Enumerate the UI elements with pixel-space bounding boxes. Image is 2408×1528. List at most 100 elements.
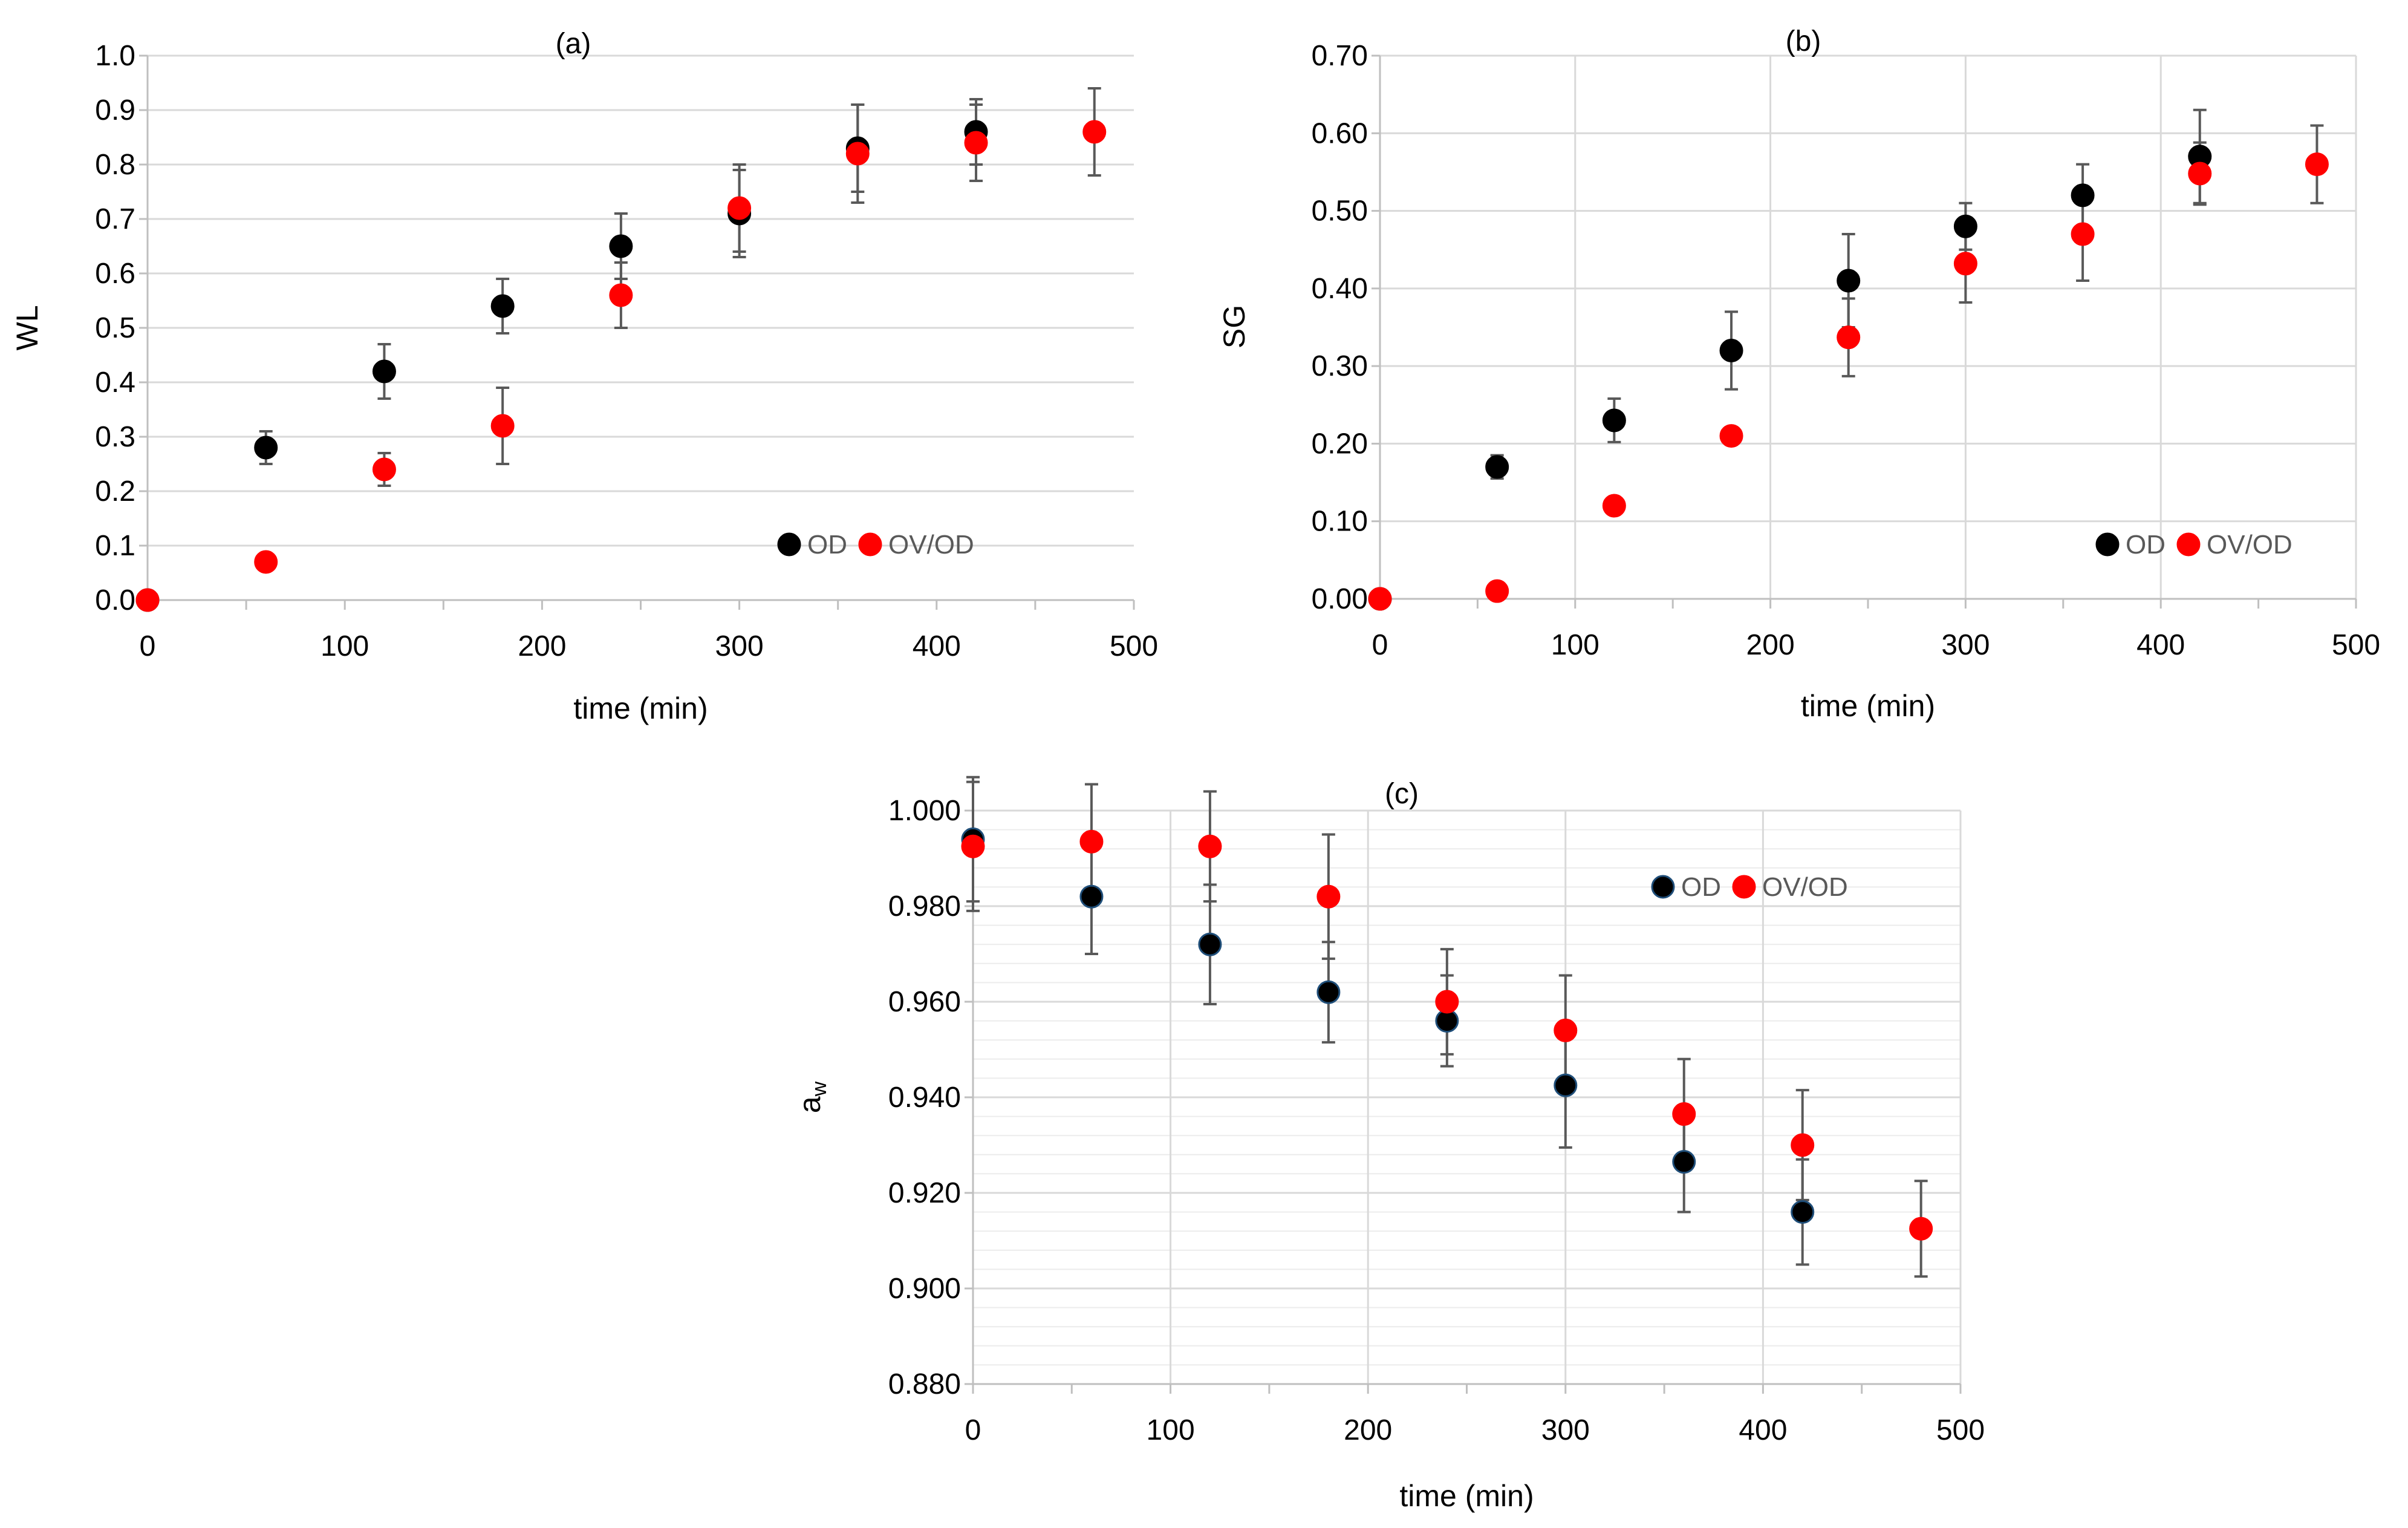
y-tick-label: 0.960 [888,986,961,1018]
y-tick-label: 0.900 [888,1273,961,1305]
data-point [372,359,396,384]
y-axis-title: SG [1217,305,1251,348]
legend-marker [858,532,882,557]
y-tick-label: 0.00 [1312,583,1368,615]
data-point [609,234,633,258]
x-axis-title: time (min) [573,691,708,725]
panel-title: (a) [556,28,591,60]
series-ov-od [377,87,1101,487]
y-tick-label: 0.980 [888,890,961,922]
panel-a-wl-chart: 0.0 0.1 0.2 0.3 0.4 0.5 0.6 0.7 0.8 0.9 1.0 0 100 200… [10,28,1158,725]
x-tick-label: 100 [1147,1414,1195,1446]
y-axis-title: aw [793,1081,831,1113]
data-point [2071,222,2095,246]
markers-ov-od [961,829,1933,1241]
data-point [1672,1150,1696,1174]
y-tick-label: 0.2 [95,475,135,508]
data-point [490,414,515,438]
data-point [1953,214,1977,238]
data-point [1909,1216,1933,1241]
x-tick-label: 200 [1746,629,1795,661]
legend-marker [2176,532,2201,557]
y-tick-label: 0.1 [95,530,135,562]
data-point [1485,579,1509,603]
data-point [1198,932,1222,956]
y-tick-label: 0.8 [95,149,135,181]
x-axis-title: time (min) [1801,689,1935,723]
markers-od [1368,145,2212,611]
y-axis-title: WL [10,305,44,351]
panel-b-sg-chart: 0.00 0.10 0.20 0.30 0.40 0.50 0.60 0.70 0 100 200 3… [1217,25,2380,723]
data-point [1316,980,1341,1004]
data-point [1953,252,1977,276]
data-point [1554,1018,1578,1042]
x-tick-label: 400 [1739,1414,1787,1446]
data-point [2188,162,2212,186]
data-point [964,131,988,155]
data-point [1554,1073,1578,1097]
data-point [1198,834,1222,858]
data-point [1837,269,1861,293]
data-point [1719,338,1743,362]
data-point [1602,408,1626,433]
panel-title: (c) [1385,778,1419,810]
x-tick-label: 100 [1551,629,1599,661]
y-axis-title-main: a [793,1096,827,1113]
legend: OD OV/OD [2095,530,2292,560]
data-point [2305,152,2329,177]
legend-label: OD [807,530,847,560]
y-tick-label: 0.30 [1312,350,1368,382]
data-point [1079,884,1104,909]
data-point [1672,1102,1696,1126]
series-od [1490,108,2207,480]
data-point [1791,1200,1815,1224]
y-tick-label: 1.0 [95,40,135,72]
x-tick-label: 100 [321,630,369,662]
legend-label: OV/OD [888,530,974,560]
legend-label: OV/OD [1762,872,1848,902]
data-point [1602,494,1626,518]
data-point [135,588,160,612]
x-tick-label: 0 [965,1414,981,1446]
y-tick-label: 0.9 [95,94,135,126]
x-tick-label: 0 [1372,629,1388,661]
y-axis-title-subscript: w [808,1081,831,1097]
data-point [254,550,278,574]
y-tick-label: 0.40 [1312,273,1368,305]
data-point [490,294,515,318]
markers-ov-od [1368,152,2329,611]
x-tick-label: 500 [2332,629,2380,661]
y-tick-label: 0.60 [1312,117,1368,149]
markers-ov-od [135,120,1107,612]
data-point [1368,587,1392,611]
x-tick-label: 400 [2136,629,2185,661]
y-tick-label: 0.10 [1312,506,1368,538]
x-axis-title: time (min) [1399,1479,1534,1513]
data-point [845,142,870,166]
legend: OD OV/OD [777,530,974,560]
legend-label: OD [1681,872,1721,902]
y-tick-label: 0.920 [888,1177,961,1209]
data-point [1837,325,1861,350]
y-tick-label: 0.880 [888,1368,961,1400]
x-tick-label: 200 [518,630,566,662]
y-tick-label: 0.4 [95,367,135,399]
data-point [1079,829,1104,854]
panel-c-aw-chart: 0.880 0.900 0.920 0.940 0.960 0.980 1.000 0 100 2… [793,775,1985,1513]
y-axis-title-main: WL [10,305,44,351]
x-tick-label: 200 [1344,1414,1392,1446]
legend-marker [2095,532,2120,557]
y-tick-label: 0.20 [1312,428,1368,460]
x-tick-label: 400 [913,630,961,662]
legend-label: OV/OD [2207,530,2292,560]
legend: OD OV/OD [1651,872,1848,902]
markers-od [135,120,988,612]
data-point [1435,990,1459,1014]
data-point [372,457,396,482]
y-tick-label: 0.5 [95,312,135,344]
data-point [609,283,633,307]
panel-title: (b) [1786,25,1821,57]
x-tick-label: 300 [715,630,764,662]
